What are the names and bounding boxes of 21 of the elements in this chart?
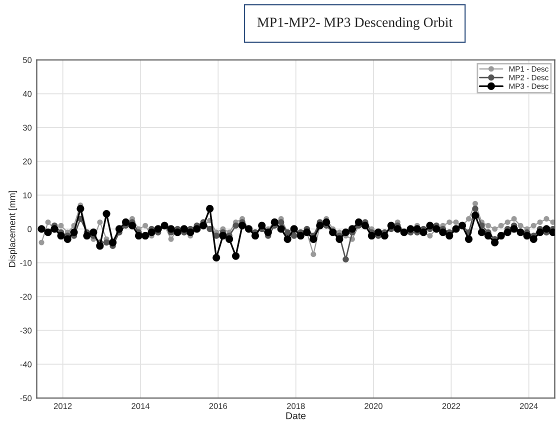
x-tick-label: 2014 <box>132 403 150 410</box>
x-tick-label: 2020 <box>364 403 382 410</box>
chart-title: MP1-MP2- MP3 Descending Orbit <box>257 17 453 30</box>
x-axis-title: Date <box>286 412 306 420</box>
x-tick-label: 2012 <box>54 403 72 410</box>
y-tick-label: 0 <box>28 226 32 232</box>
y-tick-label: 30 <box>22 124 32 131</box>
x-tick-label: 2016 <box>209 403 228 410</box>
y-tick-label: 10 <box>23 192 32 198</box>
x-tick-label: 2022 <box>442 403 460 410</box>
y-tick-label: -30 <box>20 328 32 334</box>
y-tick-label: -50 <box>20 395 32 402</box>
y-tick-label: 20 <box>23 158 32 164</box>
y-tick-label: -40 <box>20 361 32 368</box>
y-tick-label: -20 <box>20 294 32 300</box>
x-tick-label: 2024 <box>520 403 538 410</box>
y-axis-title: Displacement [mm] <box>8 190 18 267</box>
y-tick-label: 40 <box>22 90 32 97</box>
y-tick-label: 50 <box>22 57 32 64</box>
y-tick-label: -10 <box>20 260 32 266</box>
x-tick-label: 2018 <box>287 403 305 410</box>
